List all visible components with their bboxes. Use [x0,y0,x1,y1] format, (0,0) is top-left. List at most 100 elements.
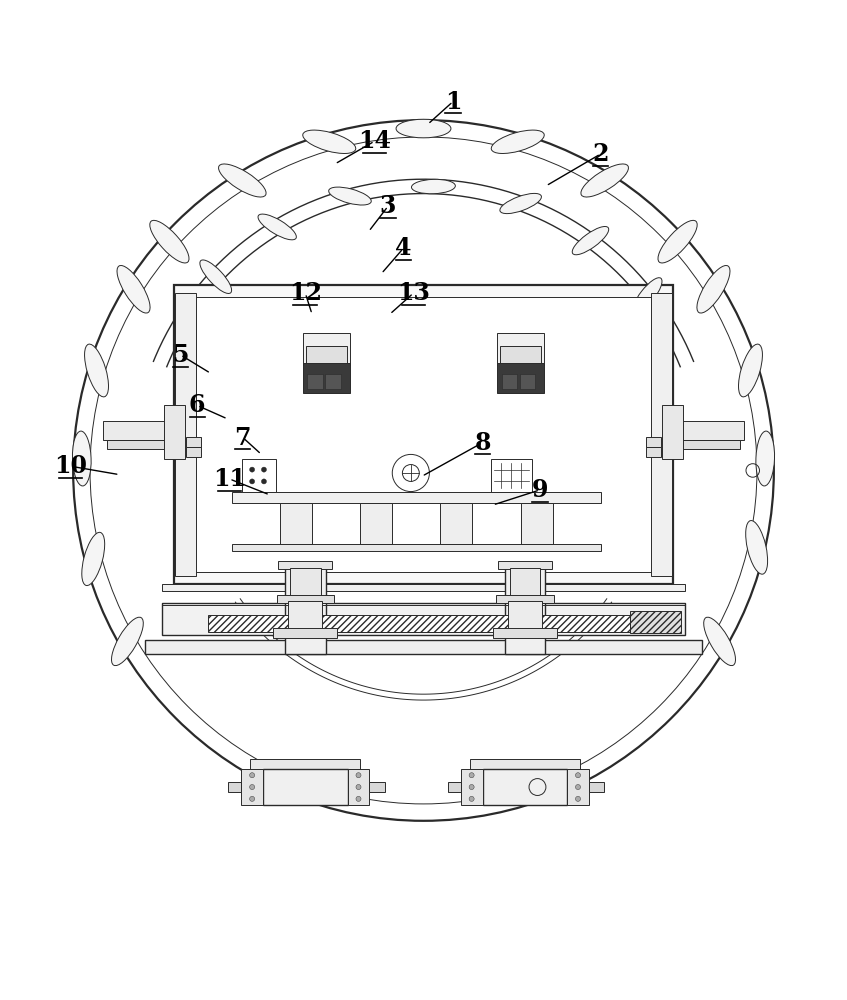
Bar [107,440,170,449]
Ellipse shape [112,617,143,666]
Bar [303,333,350,365]
Bar [241,769,263,805]
Ellipse shape [200,260,231,293]
Ellipse shape [82,532,105,586]
Bar [673,421,745,440]
Ellipse shape [573,226,609,255]
Ellipse shape [491,130,545,153]
Bar [242,459,276,492]
Circle shape [469,796,474,801]
Bar [285,565,325,654]
Ellipse shape [150,220,189,263]
Text: 13: 13 [397,281,429,305]
Bar [470,759,579,769]
Bar [677,440,740,449]
Bar [508,601,542,630]
Bar [291,568,320,596]
Bar [493,628,556,638]
Ellipse shape [302,130,356,153]
Text: 10: 10 [54,454,87,478]
Ellipse shape [117,265,150,313]
Ellipse shape [85,344,108,397]
Bar [645,447,661,457]
Ellipse shape [581,164,628,197]
Bar [645,437,661,447]
Circle shape [262,467,267,472]
Bar [498,561,552,569]
Text: 6: 6 [189,393,206,417]
Bar [280,503,312,544]
Ellipse shape [739,344,762,397]
Text: 7: 7 [235,426,251,450]
Circle shape [262,479,267,484]
Ellipse shape [633,278,662,313]
Bar [303,363,350,393]
Ellipse shape [756,431,774,486]
Ellipse shape [396,119,451,138]
Bar [483,769,567,805]
Circle shape [356,796,361,801]
Bar [501,374,517,389]
Bar [325,374,340,389]
Bar [521,503,552,544]
Bar [263,769,347,805]
Bar [519,374,535,389]
Bar [277,595,334,603]
Circle shape [250,479,255,484]
Bar [448,782,461,792]
Bar [186,447,202,457]
Bar [567,769,589,805]
Bar [662,405,683,459]
Circle shape [575,773,580,778]
Ellipse shape [219,164,266,197]
Text: 12: 12 [289,281,322,305]
Bar [186,437,202,447]
Bar [274,628,337,638]
Bar [505,565,545,654]
Bar [510,568,540,596]
Bar [208,615,630,632]
Bar [369,782,385,792]
Text: 11: 11 [213,467,246,491]
Text: 3: 3 [379,194,396,218]
Bar [251,759,360,769]
Ellipse shape [412,179,456,194]
Text: 14: 14 [358,129,391,153]
Ellipse shape [500,193,541,214]
Circle shape [250,796,255,801]
Bar [289,601,322,630]
Ellipse shape [329,187,371,205]
Bar [440,503,473,544]
Ellipse shape [658,220,697,263]
Circle shape [250,785,255,790]
Text: 4: 4 [395,236,412,260]
Bar [162,584,685,591]
Ellipse shape [704,617,735,666]
Bar [279,561,332,569]
Bar [187,297,660,572]
Text: 1: 1 [445,90,462,114]
Text: 2: 2 [593,142,609,166]
Circle shape [469,785,474,790]
Bar [496,595,553,603]
Bar [360,503,392,544]
Bar [306,346,347,365]
Bar [232,544,601,551]
Bar [162,603,685,635]
Circle shape [356,773,361,778]
Text: 5: 5 [172,343,189,367]
Bar [229,782,241,792]
Bar [174,285,673,584]
Bar [497,363,544,393]
Bar [589,782,604,792]
Ellipse shape [745,521,767,574]
Bar [232,492,601,503]
Ellipse shape [258,214,296,240]
Circle shape [392,454,429,492]
Circle shape [575,785,580,790]
Circle shape [250,467,255,472]
Bar [461,769,483,805]
Bar [164,405,185,459]
Ellipse shape [73,431,91,486]
Bar [145,640,702,654]
